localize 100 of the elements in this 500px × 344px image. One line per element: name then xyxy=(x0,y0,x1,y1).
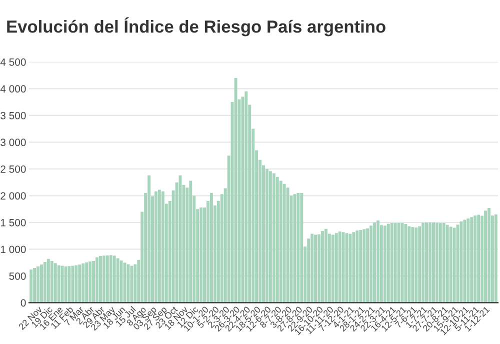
bar xyxy=(282,184,286,303)
bar xyxy=(57,265,60,303)
bar xyxy=(82,263,85,303)
bar xyxy=(158,190,161,303)
bar xyxy=(244,91,248,303)
y-tick-label: 3 000 xyxy=(0,138,26,146)
bar xyxy=(268,171,272,303)
bar xyxy=(88,262,92,303)
bar xyxy=(50,260,54,303)
y-tick-label: 4 000 xyxy=(0,85,26,93)
bar xyxy=(106,255,109,303)
bar xyxy=(376,220,380,303)
bar xyxy=(318,234,320,303)
bar xyxy=(310,234,314,303)
bar xyxy=(36,266,40,303)
bar xyxy=(452,228,456,303)
bar xyxy=(438,222,442,303)
bar xyxy=(33,268,36,303)
bar xyxy=(352,232,356,303)
bar xyxy=(276,176,279,303)
bar xyxy=(463,220,466,303)
bar xyxy=(112,256,116,303)
bar xyxy=(200,207,203,303)
bar xyxy=(189,180,192,303)
bar xyxy=(161,191,164,303)
bar xyxy=(446,224,449,303)
y-tick-label: 2 000 xyxy=(0,192,26,200)
y-tick-label: 1 500 xyxy=(0,218,26,226)
bar xyxy=(394,222,397,303)
bar xyxy=(46,258,50,303)
bar xyxy=(321,231,324,303)
bar xyxy=(408,226,411,303)
bar xyxy=(449,226,452,303)
bar xyxy=(331,234,334,303)
y-tick-label: 4 500 xyxy=(0,58,26,66)
bar xyxy=(411,227,414,303)
bar xyxy=(373,222,376,303)
bar xyxy=(432,222,435,303)
bar xyxy=(425,222,428,303)
bar xyxy=(43,262,46,303)
bar xyxy=(334,233,338,303)
bar xyxy=(397,222,400,303)
bar xyxy=(98,256,102,303)
bar xyxy=(30,270,33,303)
bar xyxy=(279,180,282,303)
bar xyxy=(148,175,150,303)
bar xyxy=(293,194,296,303)
bar xyxy=(96,257,98,303)
bar xyxy=(348,234,352,303)
bar xyxy=(342,232,345,303)
bar xyxy=(338,232,342,303)
chart-title: Evolución del Índice de Riesgo País argentino xyxy=(7,17,386,36)
bar xyxy=(359,230,362,303)
bar xyxy=(474,215,477,303)
bar xyxy=(390,222,394,303)
bar xyxy=(54,263,57,303)
bar xyxy=(470,217,474,303)
bar xyxy=(130,266,134,303)
bar xyxy=(40,264,43,303)
y-tick-label: 1 000 xyxy=(0,246,26,254)
bar xyxy=(418,226,422,303)
bar xyxy=(435,222,438,303)
bar xyxy=(488,208,490,303)
bar xyxy=(414,228,418,303)
bar xyxy=(494,214,498,303)
bar xyxy=(109,255,112,303)
bar xyxy=(442,222,446,303)
bar xyxy=(102,256,106,303)
y-tick-label: 2 500 xyxy=(0,165,26,173)
bar xyxy=(300,193,304,303)
bar xyxy=(154,191,158,303)
bar xyxy=(60,266,64,303)
bar xyxy=(74,265,78,303)
bar xyxy=(356,230,359,303)
y-tick-label: 3 500 xyxy=(0,112,26,120)
bar xyxy=(366,228,370,303)
bar xyxy=(386,224,390,303)
y-tick-label: 500 xyxy=(9,272,26,280)
bar xyxy=(265,168,268,303)
bar xyxy=(134,264,137,303)
bar xyxy=(116,258,120,303)
bar xyxy=(484,210,487,303)
bar xyxy=(210,193,213,303)
bar xyxy=(272,173,276,303)
bar xyxy=(422,222,425,303)
bar xyxy=(296,193,300,303)
bar xyxy=(362,229,366,303)
bar xyxy=(324,228,328,303)
bar xyxy=(85,262,88,303)
bar xyxy=(71,266,74,303)
bar xyxy=(126,264,130,303)
bar xyxy=(92,260,95,303)
bar xyxy=(428,222,432,303)
bar xyxy=(466,218,470,303)
bar xyxy=(314,234,318,303)
y-tick-label: 0 xyxy=(20,299,26,307)
bar xyxy=(370,226,373,303)
bar xyxy=(286,188,290,303)
bar xyxy=(383,226,386,303)
bar xyxy=(477,214,480,303)
